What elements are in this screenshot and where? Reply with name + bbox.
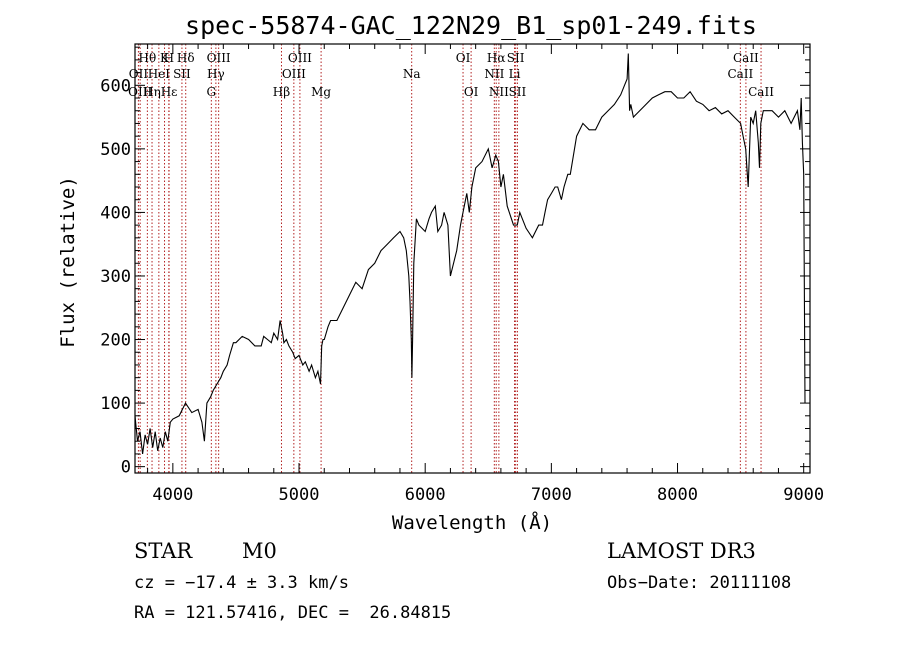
spectral-line-label: Hη xyxy=(143,85,161,99)
spectral-line-label: SII xyxy=(173,67,191,81)
spectral-line-label: Na xyxy=(403,67,421,81)
spectral-line-label: OIII xyxy=(207,51,231,65)
redshift-cz: cz = −17.4 ± 3.3 km/s xyxy=(134,573,349,593)
spectral-line-label: CaII xyxy=(727,67,753,81)
y-tick-label: 500 xyxy=(100,140,131,160)
spectral-line-label: G xyxy=(207,85,217,99)
y-tick-label: 400 xyxy=(100,203,131,223)
object-class: STAR xyxy=(134,539,193,563)
spectral-line-label: K xyxy=(160,51,170,65)
x-tick-label: 4000 xyxy=(152,485,193,505)
spectral-line-label: Hβ xyxy=(273,85,290,99)
chart-title: spec-55874-GAC_122N29_B1_sp01-249.fits xyxy=(185,11,757,40)
ra-dec-coordinates: RA = 121.57416, DEC = 26.84815 xyxy=(134,603,452,623)
spectrum-line xyxy=(134,53,806,454)
spectral-line-label: Li xyxy=(509,67,521,81)
spectral-line-label: OI xyxy=(456,51,471,65)
x-tick-label: 9000 xyxy=(783,485,824,505)
spectral-line-label: NII xyxy=(484,67,504,81)
spectral-line-label: Hδ xyxy=(177,51,195,65)
spectral-line-label: OIII xyxy=(128,85,152,99)
x-axis-label: Wavelength (Å) xyxy=(392,511,552,534)
y-tick-label: 300 xyxy=(100,267,131,287)
spectral-line-label: H xyxy=(164,51,174,65)
spectral-line-label: Hθ xyxy=(139,51,157,65)
x-tick-label: 6000 xyxy=(405,485,446,505)
spectral-line-label: OIII xyxy=(282,67,306,81)
spectral-line-label: OII xyxy=(129,67,149,81)
x-tick-label: 5000 xyxy=(279,485,320,505)
y-tick-label: 200 xyxy=(100,331,131,351)
plot-frame xyxy=(134,43,811,474)
spectral-line-label: SII xyxy=(507,51,525,65)
spectral-line-label: Mg xyxy=(311,85,331,99)
x-tick-label: 7000 xyxy=(531,485,572,505)
y-axis-label: Flux (relative) xyxy=(57,176,79,348)
spectral-line-label: CaII xyxy=(748,85,774,99)
spectral-line-label: Hγ xyxy=(207,67,225,81)
spectral-line-label: NII xyxy=(489,85,509,99)
spectral-line-label: OIII xyxy=(288,51,312,65)
spectral-line-label: Hα xyxy=(487,51,506,65)
observation-date: Obs−Date: 20111108 xyxy=(607,573,792,593)
y-tick-label: 100 xyxy=(100,394,131,414)
survey-name: LAMOST DR3 xyxy=(607,539,756,563)
y-tick-label: 0 xyxy=(121,458,131,478)
x-tick-label: 8000 xyxy=(657,485,698,505)
y-tick-label: 600 xyxy=(100,76,131,96)
spectral-line-label: CaII xyxy=(733,51,759,65)
spectral-line-label: OI xyxy=(464,85,479,99)
spectral-line-label: Hε xyxy=(161,85,178,99)
object-subclass: M0 xyxy=(242,539,277,563)
spectral-line-label: HeI xyxy=(148,67,171,81)
spectral-line-label: SII xyxy=(509,85,527,99)
